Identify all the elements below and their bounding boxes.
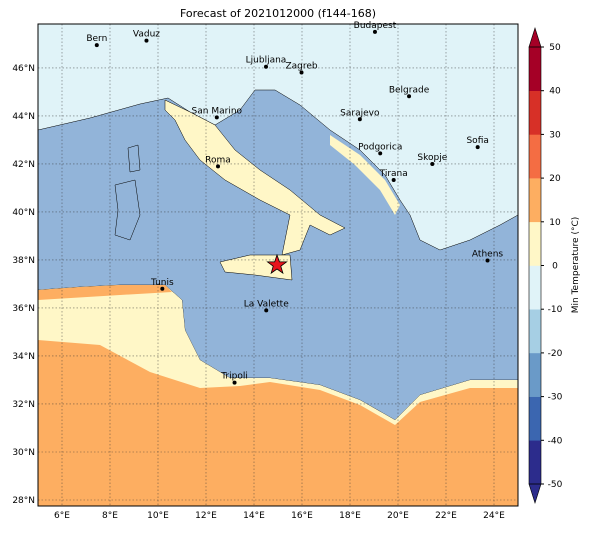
city-dot [485,258,490,263]
colorbar-tick-label: -20 [548,349,563,359]
city-label: Roma [205,155,231,165]
colorbar-band [529,90,541,135]
location-star [266,253,288,275]
y-tick-label: 28°N [12,496,35,506]
city-dot [264,308,269,313]
colorbar-tick-label: -10 [548,305,563,315]
city-dot [391,178,396,183]
x-tick-label: 18°E [339,511,361,521]
colorbar-band [529,265,541,310]
colorbar-tick-label: 50 [549,43,561,53]
city-label: Bern [86,34,107,44]
city-label: Sarajevo [340,108,380,118]
x-tick-label: 12°E [195,511,217,521]
title: Forecast of 2021012000 (f144-168) [180,7,376,20]
y-tick-label: 34°N [12,352,35,362]
city-dot [372,29,377,34]
city-dot [299,70,304,75]
city-label: Budapest [354,21,397,31]
colorbar-extend [528,27,542,48]
city-label: La Valette [244,299,289,309]
colorbar-band [529,47,541,91]
colorbar-band [529,134,541,179]
colorbar-tick-label: -30 [548,393,563,403]
colorbar-tick-label: 20 [549,174,561,184]
colorbar-band [529,309,541,354]
colorbar-band [529,178,541,223]
x-tick-label: 6°E [54,511,70,521]
city-label: Belgrade [389,85,430,95]
colorbar-tick-label: 40 [549,87,561,97]
city-label: Vaduz [133,30,160,40]
city-label: Skopje [417,153,447,163]
x-tick-label: 10°E [147,511,169,521]
city-label: Tunis [150,278,174,288]
city-label: Sofia [466,136,488,146]
colorbar: -50 -40 -30 -20 -10 0 10 20 30 40 50 [528,27,563,504]
x-tick-label: 20°E [387,511,409,521]
y-tick-label: 40°N [12,208,35,218]
city-dot [357,117,362,122]
colorbar-band [529,221,541,266]
city-dot [407,94,412,99]
y-tick-label: 36°N [12,304,35,314]
city-label: Ljubljana [246,56,287,66]
x-tick-label: 8°E [102,511,118,521]
y-tick-label: 42°N [12,160,35,170]
colorbar-extend [528,483,542,504]
x-tick-label: 14°E [243,511,265,521]
colorbar-tick-label: 0 [552,262,558,272]
colorbar-band [529,396,541,441]
colorbar-label: Min Temperature (°C) [571,217,581,314]
city-label: Zagreb [285,61,317,71]
map-frame [37,23,519,507]
colorbar-band [529,352,541,397]
colorbar-tick-label: 10 [549,218,561,228]
colorbar-tick-label: 30 [549,130,561,140]
city-label: Tripoli [220,372,248,382]
city-dot [214,115,219,120]
city-dot [232,380,237,385]
y-tick-label: 32°N [12,400,35,410]
grid: 6°E 8°E 10°E 12°E 14°E 16°E 18°E 20°E 22°E 24°E 28… [12,24,518,521]
x-tick-label: 16°E [291,511,313,521]
city-dot [144,38,149,43]
colorbar-band [529,440,541,485]
city-dot [264,64,268,69]
city-dot [430,161,435,166]
x-tick-label: 24°E [483,511,505,521]
city-dot [378,151,383,156]
city-dot [475,145,480,150]
y-tick-label: 30°N [12,448,35,458]
city-dot [160,286,165,291]
y-tick-label: 46°N [12,64,35,74]
city-label: San Marino [192,106,243,116]
city-dot [94,43,99,48]
city-dot [216,164,220,169]
city-label: Podgorica [358,142,402,152]
city-label: Athens [472,249,503,259]
y-tick-label: 44°N [12,112,35,122]
colorbar-tick-label: -50 [548,480,563,490]
x-tick-label: 22°E [435,511,457,521]
y-tick-label: 38°N [12,256,35,266]
city-label: Tirana [379,169,408,179]
colorbar-tick-label: -40 [548,436,563,446]
